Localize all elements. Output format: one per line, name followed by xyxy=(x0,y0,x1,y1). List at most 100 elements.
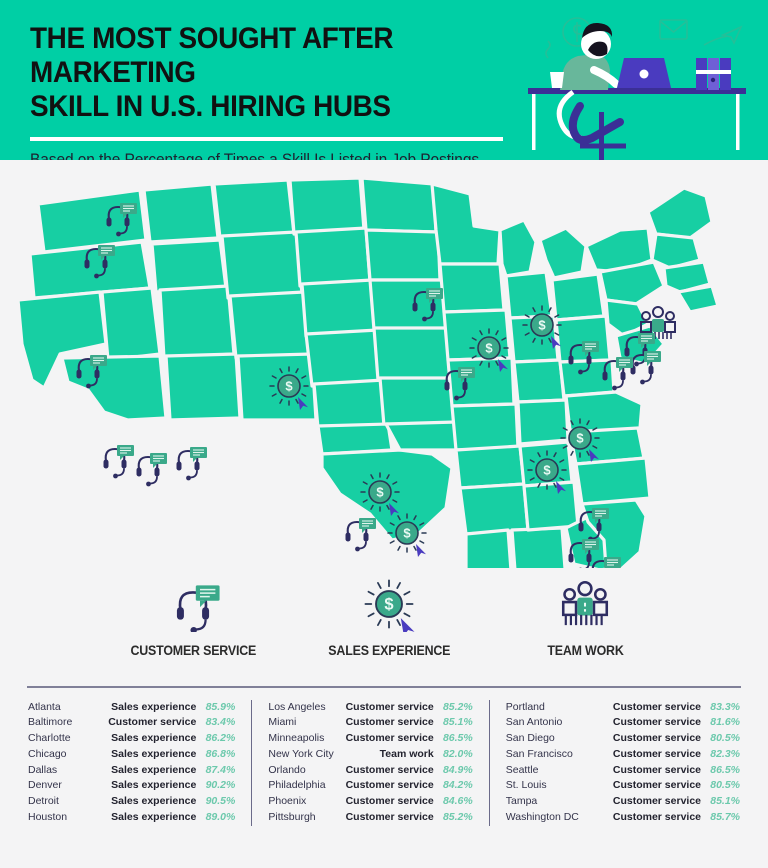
row-value: Customer service 85.2% xyxy=(346,700,473,716)
percent-value: 80.5% xyxy=(710,732,741,745)
skill-label: Customer service xyxy=(612,747,702,760)
table-row: San Francisco Customer service 82.3% xyxy=(506,747,740,763)
city-label: Houston xyxy=(28,811,68,824)
table-top-divider xyxy=(27,686,741,688)
city-label: New York City xyxy=(268,747,334,760)
percent-value: 85.2% xyxy=(442,700,473,713)
table-row: Chicago Sales experience 86.8% xyxy=(28,747,235,763)
legend-item-team-work: TEAM WORK xyxy=(515,576,655,658)
row-value: Customer service 81.6% xyxy=(613,715,740,731)
row-value: Customer service 80.5% xyxy=(613,731,740,747)
skill-label: Sales experience xyxy=(111,700,197,713)
city-label: Chicago xyxy=(28,747,67,760)
percent-value: 86.2% xyxy=(205,732,236,745)
percent-value: 82.3% xyxy=(710,747,741,760)
table-row: Charlotte Sales experience 86.2% xyxy=(28,731,235,747)
percent-value: 90.2% xyxy=(205,779,236,792)
city-label: Washington DC xyxy=(505,811,579,824)
city-label: Atlanta xyxy=(28,700,61,713)
city-label: Portland xyxy=(505,700,545,713)
table-row: Houston Sales experience 89.0% xyxy=(28,810,235,826)
legend-item-sales-experience: $ SALES EXPERIENCE xyxy=(319,576,459,658)
percent-value: 85.7% xyxy=(710,811,741,824)
marker-headset-philadelphia xyxy=(629,349,663,386)
skill-label: Customer service xyxy=(612,716,702,729)
header-text-block: THE MOST SOUGHT AFTER MARKETING SKILL IN… xyxy=(30,22,530,160)
skill-label: Customer service xyxy=(612,779,702,792)
percent-value: 83.3% xyxy=(710,700,741,713)
percent-value: 85.9% xyxy=(205,700,236,713)
page-subtitle: Based on the Percentage of Times a Skill… xyxy=(30,150,480,160)
city-label: San Diego xyxy=(505,732,555,745)
legend-label: TEAM WORK xyxy=(546,643,624,658)
percent-value: 86.5% xyxy=(442,732,473,745)
row-value: Customer service 84.6% xyxy=(346,794,473,810)
table-row: Tampa Customer service 85.1% xyxy=(506,794,740,810)
header-banner: THE MOST SOUGHT AFTER MARKETING SKILL IN… xyxy=(0,0,768,160)
table-row: San Antonio Customer service 81.6% xyxy=(506,715,740,731)
row-value: Team work 82.0% xyxy=(380,747,473,763)
skill-label: Sales experience xyxy=(111,811,197,824)
marker-headset-phoenix xyxy=(175,445,209,482)
city-label: Orlando xyxy=(268,763,306,776)
skill-label: Customer service xyxy=(612,700,702,713)
city-label: Pittsburgh xyxy=(268,811,316,824)
skill-label: Sales experience xyxy=(111,763,197,776)
map-states xyxy=(16,176,720,568)
percent-value: 85.1% xyxy=(442,716,473,729)
row-value: Customer service 84.9% xyxy=(346,763,473,779)
percent-value: 84.9% xyxy=(442,763,473,776)
city-label: St. Louis xyxy=(505,779,547,792)
table-column-1: Atlanta Sales experience 85.9% Baltimore Cu… xyxy=(28,700,251,826)
us-map: $ xyxy=(16,176,720,568)
table-row: Baltimore Customer service 83.4% xyxy=(28,715,235,731)
skill-label: Team work xyxy=(379,747,434,760)
table-column-3: Portland Customer service 83.3% San Antoni… xyxy=(488,699,740,826)
marker-headset-los-angeles xyxy=(102,443,136,480)
percent-value: 90.5% xyxy=(205,795,236,808)
row-value: Sales experience 90.5% xyxy=(111,794,235,810)
skill-label: Customer service xyxy=(345,811,434,824)
table-row: Miami Customer service 85.1% xyxy=(268,715,472,731)
table-row: Atlanta Sales experience 85.9% xyxy=(28,700,235,716)
table-row: Phoenix Customer service 84.6% xyxy=(268,794,472,810)
row-value: Customer service 83.3% xyxy=(613,700,740,716)
row-value: Customer service 85.1% xyxy=(346,715,473,731)
percent-value: 83.4% xyxy=(205,716,236,729)
table-row: Washington DC Customer service 85.7% xyxy=(506,810,740,826)
title-divider xyxy=(30,136,503,141)
city-label: Dallas xyxy=(28,763,58,776)
marker-headset-san-diego xyxy=(135,451,169,488)
row-value: Sales experience 86.2% xyxy=(111,731,235,747)
percent-value: 85.2% xyxy=(442,811,473,824)
team-work-icon xyxy=(557,576,613,632)
row-value: Customer service 80.5% xyxy=(613,778,740,794)
skill-label: Customer service xyxy=(345,779,434,792)
city-label: Miami xyxy=(268,716,297,729)
skill-label: Sales experience xyxy=(111,747,197,760)
city-label: Minneapolis xyxy=(268,732,325,745)
city-label: Seattle xyxy=(505,763,539,776)
row-value: Customer service 84.2% xyxy=(346,778,473,794)
row-value: Customer service 85.7% xyxy=(613,810,740,826)
svg-text:$: $ xyxy=(384,595,393,614)
table-row: Orlando Customer service 84.9% xyxy=(268,763,472,779)
percent-value: 86.8% xyxy=(205,747,236,760)
city-label: Detroit xyxy=(28,795,59,808)
table-row: Philadelphia Customer service 84.2% xyxy=(268,778,472,794)
percent-value: 82.0% xyxy=(442,747,473,760)
city-label: Denver xyxy=(28,779,62,792)
row-value: Customer service 85.2% xyxy=(346,810,473,826)
skill-label: Customer service xyxy=(345,700,434,713)
row-value: Customer service 85.1% xyxy=(613,794,740,810)
decor-icons xyxy=(545,17,743,59)
city-label: Tampa xyxy=(505,795,538,808)
skill-label: Customer service xyxy=(345,795,434,808)
row-value: Customer service 82.3% xyxy=(613,747,740,763)
row-value: Sales experience 85.9% xyxy=(111,700,235,716)
table-row: St. Louis Customer service 80.5% xyxy=(506,778,740,794)
row-value: Sales experience 89.0% xyxy=(111,810,235,826)
table-row: Dallas Sales experience 87.4% xyxy=(28,763,235,779)
row-value: Customer service 83.4% xyxy=(108,715,235,731)
table-row: Pittsburgh Customer service 85.2% xyxy=(268,810,472,826)
